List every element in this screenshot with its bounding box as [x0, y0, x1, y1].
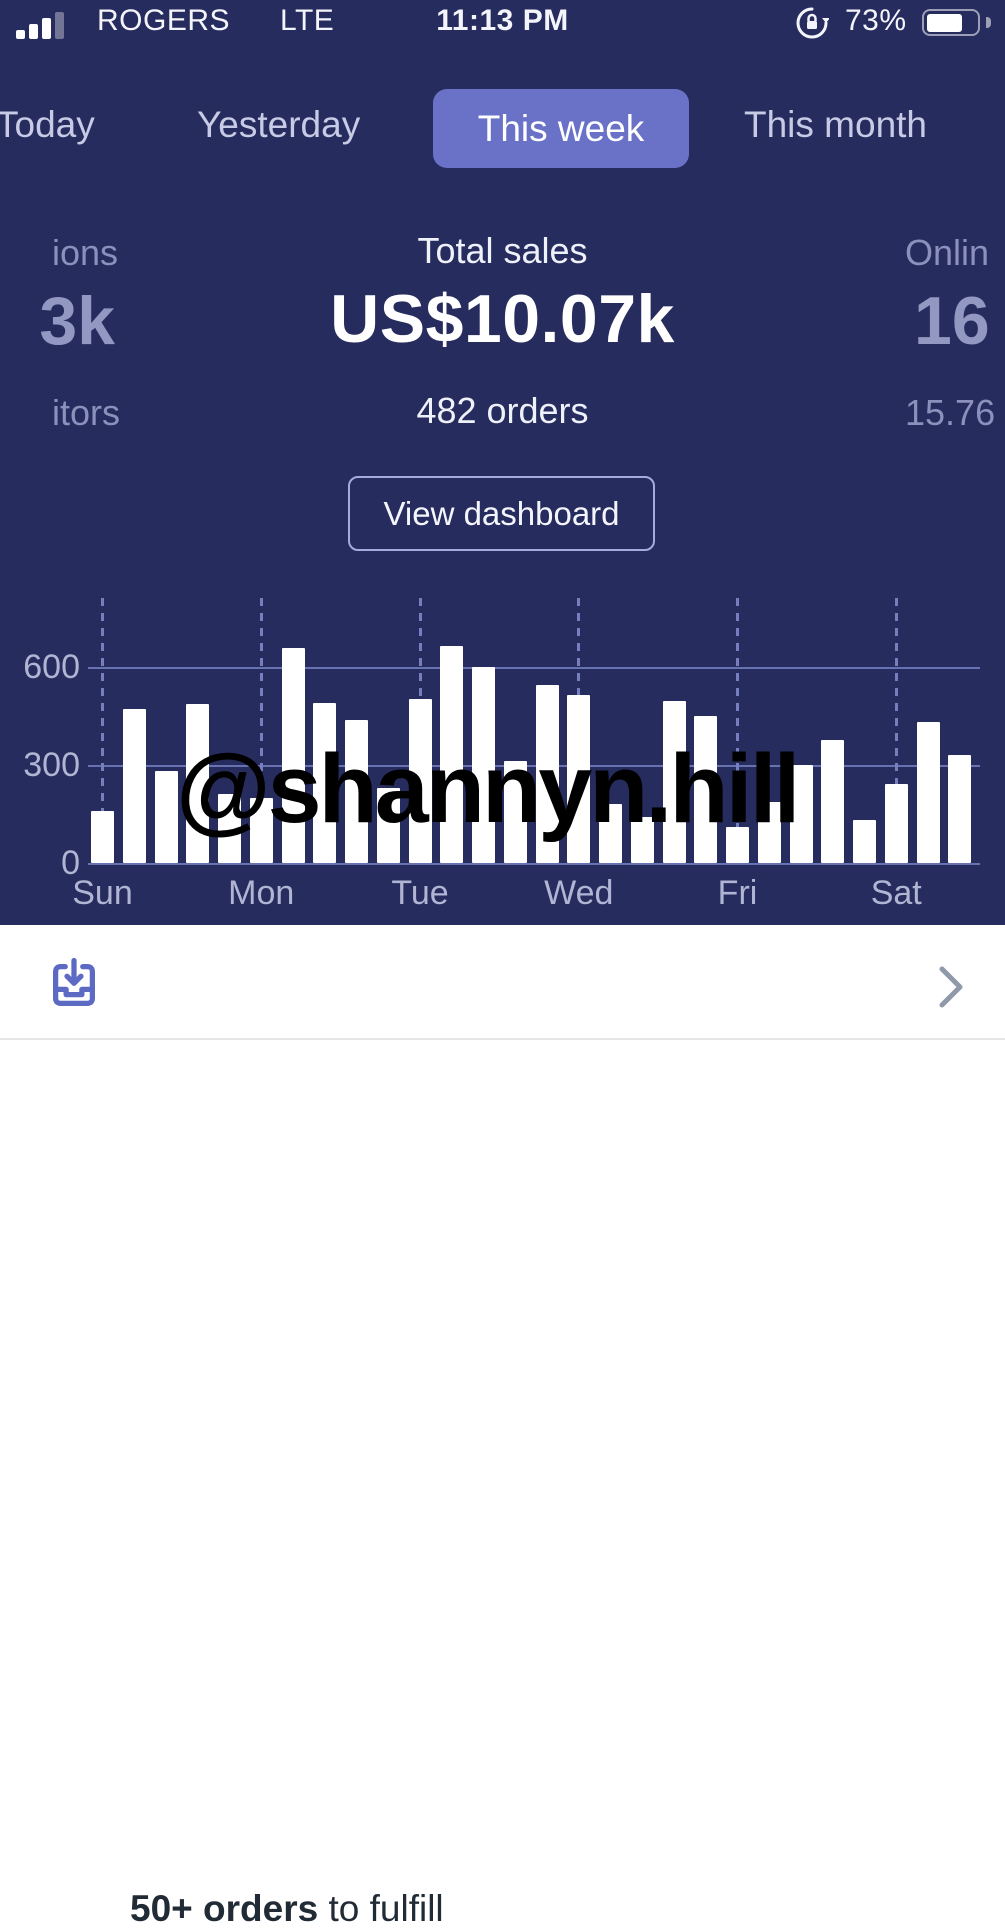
battery-icon: [922, 9, 980, 36]
chart-bar: [408, 699, 432, 863]
chart-bar: [948, 754, 972, 863]
signal-bars-icon: [16, 12, 64, 39]
battery-nub: [986, 17, 991, 28]
day-label: Wed: [544, 874, 614, 912]
orders-rest: to fulfill: [318, 1888, 444, 1929]
day-label: Sat: [870, 874, 922, 912]
app-background: ROGERS LTE 11:13 PM 73% Today Yesterday …: [0, 0, 1005, 925]
chart-bar: [535, 684, 559, 863]
orders-tray-icon: [53, 957, 95, 1006]
chart-bar: [916, 722, 940, 863]
chart-bar: [154, 771, 178, 863]
tab-this-week[interactable]: This week: [433, 89, 689, 168]
x-axis-line: [88, 863, 980, 865]
chart-bar: [821, 740, 845, 863]
chart-bar: [694, 715, 718, 863]
chart-bar: [789, 764, 813, 863]
y-tick-label: 300: [23, 745, 80, 784]
chart-bar: [630, 817, 654, 863]
chart-bar: [567, 694, 591, 863]
chart-bar: [440, 645, 464, 863]
rotation-lock-icon: [796, 7, 829, 39]
day-gridline: [736, 598, 739, 863]
orders-to-fulfill-label: 50+ orders to fulfill: [130, 1888, 444, 1930]
left-card-title-fragment: ions: [51, 232, 118, 273]
chart-bar: [853, 820, 876, 863]
chart-bar: [122, 709, 146, 863]
chart-bar: [757, 802, 781, 863]
chart-bar: [503, 761, 527, 863]
watermark-text: @shannyn.hill: [176, 734, 800, 843]
y-gridline: [88, 764, 980, 767]
day-label: Tue: [391, 874, 449, 912]
right-card-subtitle-fragment: 15.76: [905, 392, 996, 433]
chart-bar: [313, 702, 337, 863]
orders-count-label: 482 orders: [416, 390, 589, 431]
battery-fill: [926, 13, 963, 32]
chevron-right-icon: [939, 966, 963, 1008]
chart-bar: [599, 804, 622, 863]
chart-bar: [186, 704, 210, 863]
view-dashboard-button[interactable]: View dashboard: [348, 476, 655, 551]
chart-bar: [472, 666, 495, 863]
orders-count-bold: 50+ orders: [130, 1888, 319, 1929]
network-label: LTE: [280, 4, 335, 37]
y-tick-label: 0: [61, 844, 80, 882]
day-gridline: [894, 598, 898, 863]
chart-bar: [218, 794, 241, 863]
right-card-title-fragment: Onlin: [905, 232, 990, 273]
day-label: Sun: [72, 874, 133, 912]
chart-bar: [376, 787, 400, 863]
chart-bar: [662, 700, 686, 863]
chart-bar: [345, 719, 368, 863]
row-divider: [0, 1038, 1005, 1040]
battery-percent-label: 73%: [845, 4, 907, 37]
left-card-subtitle-fragment: itors: [51, 392, 120, 433]
total-sales-title: Total sales: [417, 230, 588, 271]
chart-bar: [726, 826, 749, 863]
total-sales-value: US$10.07k: [330, 281, 675, 357]
tab-this-month[interactable]: This month: [744, 104, 928, 145]
status-bar: ROGERS LTE 11:13 PM 73%: [0, 0, 1005, 44]
left-card-value-fragment: 3k: [39, 283, 115, 359]
orders-to-fulfill-row[interactable]: 50+ orders to fulfill: [0, 925, 1005, 1929]
chart-bar: [281, 648, 305, 863]
day-label: Mon: [228, 874, 295, 912]
chart-bar: [91, 810, 114, 863]
clock: 11:13 PM: [436, 4, 569, 37]
tab-today[interactable]: Today: [0, 104, 95, 145]
chart-bar: [884, 784, 908, 863]
day-gridline: [101, 598, 104, 863]
day-gridline: [259, 598, 263, 863]
chart-bar: [249, 797, 273, 863]
tab-yesterday[interactable]: Yesterday: [197, 104, 361, 145]
right-card-value-fragment: 16: [914, 283, 990, 359]
y-gridline: [88, 666, 980, 669]
carrier-label: ROGERS: [97, 4, 231, 37]
day-label: Fri: [717, 874, 758, 912]
y-tick-label: 600: [23, 647, 80, 686]
